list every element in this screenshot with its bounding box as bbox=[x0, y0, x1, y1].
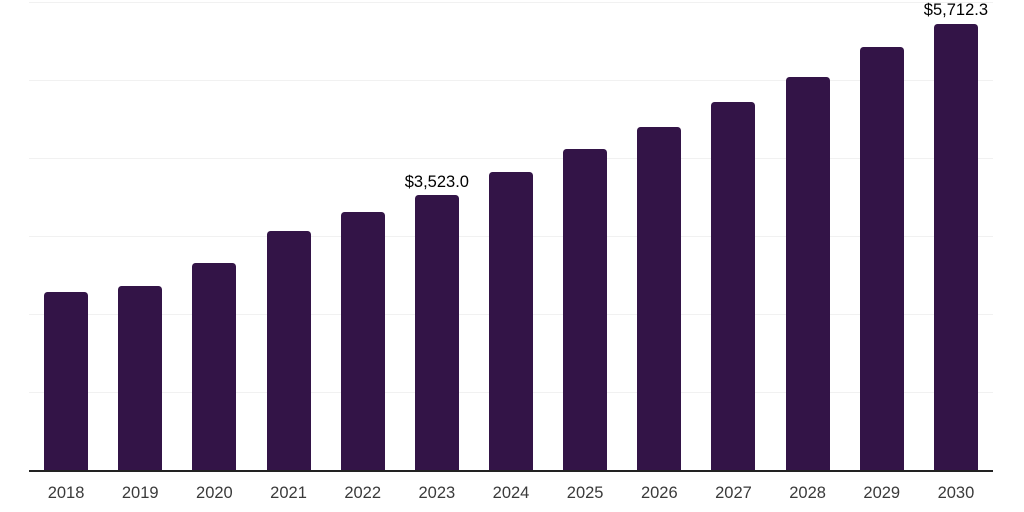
bar-2028 bbox=[785, 76, 830, 471]
x-tick-2018: 2018 bbox=[47, 484, 85, 502]
bar-2018 bbox=[44, 291, 89, 471]
bar-2027 bbox=[711, 101, 756, 471]
x-tick-2025: 2025 bbox=[566, 484, 604, 502]
bar-2022 bbox=[340, 212, 385, 471]
gridline-6000 bbox=[29, 1, 993, 3]
bar-2021 bbox=[266, 230, 311, 471]
bar-2019 bbox=[118, 286, 163, 471]
bar-2025 bbox=[563, 149, 608, 471]
x-tick-2024: 2024 bbox=[492, 484, 530, 502]
x-tick-2030: 2030 bbox=[937, 484, 975, 502]
x-tick-2029: 2029 bbox=[863, 484, 901, 502]
bar-2026 bbox=[637, 126, 682, 471]
gridline-4000 bbox=[29, 157, 993, 159]
x-tick-2026: 2026 bbox=[640, 484, 678, 502]
x-tick-2027: 2027 bbox=[715, 484, 752, 502]
data-label-2023: $3,523.0 bbox=[404, 172, 469, 191]
x-tick-2020: 2020 bbox=[196, 484, 233, 502]
bar-2023 bbox=[414, 195, 459, 471]
x-tick-2021: 2021 bbox=[270, 484, 307, 502]
x-tick-2028: 2028 bbox=[789, 484, 826, 502]
x-tick-2019: 2019 bbox=[121, 484, 159, 502]
data-label-2030: $5,712.3 bbox=[923, 1, 989, 20]
x-axis-line bbox=[29, 470, 993, 472]
x-tick-2023: 2023 bbox=[418, 484, 456, 502]
x-tick-2022: 2022 bbox=[344, 484, 382, 502]
bar-2020 bbox=[192, 263, 237, 471]
gridline-5000 bbox=[29, 79, 993, 81]
bar-2024 bbox=[489, 171, 533, 471]
bar-2029 bbox=[859, 46, 904, 471]
bar-2030 bbox=[933, 23, 978, 471]
